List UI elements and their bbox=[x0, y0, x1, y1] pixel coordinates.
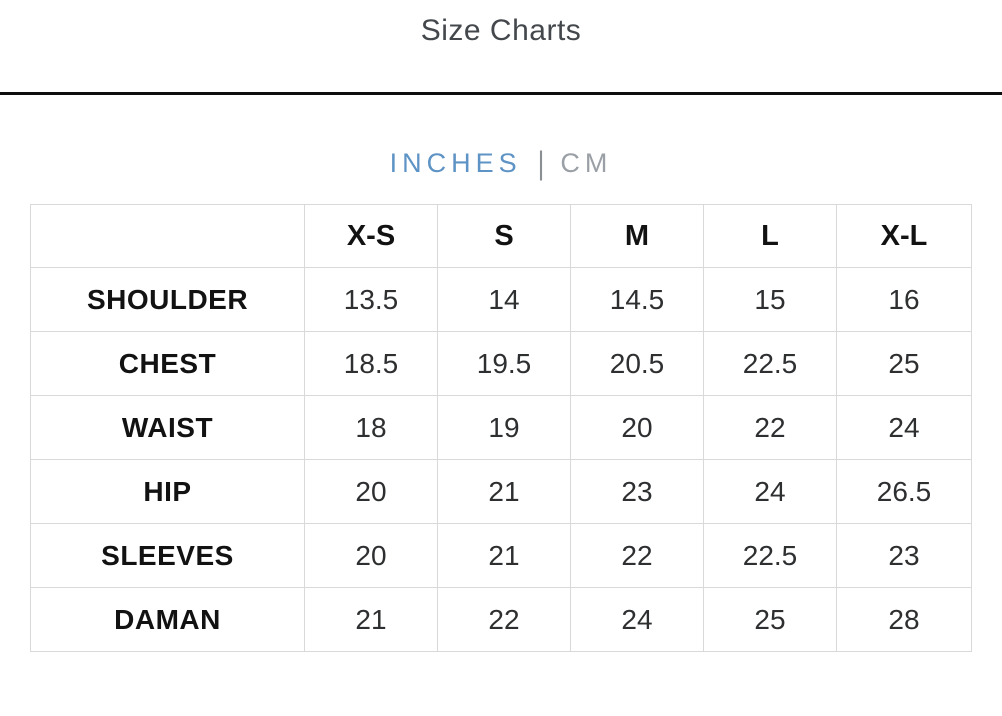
size-value-cell: 18 bbox=[304, 395, 438, 460]
size-value-cell: 23 bbox=[836, 523, 972, 588]
size-value-cell: 22 bbox=[570, 523, 704, 588]
size-value-cell: 22.5 bbox=[703, 523, 837, 588]
column-header: S bbox=[437, 204, 571, 268]
page-title: Size Charts bbox=[420, 14, 582, 47]
table-row: DAMAN 21 22 24 25 28 bbox=[30, 587, 972, 652]
header-row: X-S S M L X-L bbox=[30, 204, 972, 268]
size-value-cell: 24 bbox=[570, 587, 704, 652]
row-label: DAMAN bbox=[30, 587, 305, 652]
table-row: CHEST 18.5 19.5 20.5 22.5 25 bbox=[30, 331, 972, 396]
column-header: L bbox=[703, 204, 837, 268]
unit-toggle: INCHES | CM bbox=[0, 142, 1002, 184]
size-value-cell: 25 bbox=[836, 331, 972, 396]
size-value-cell: 20 bbox=[570, 395, 704, 460]
size-value-cell: 13.5 bbox=[304, 267, 438, 332]
row-label: SLEEVES bbox=[30, 523, 305, 588]
row-label: WAIST bbox=[30, 395, 305, 460]
row-label: SHOULDER bbox=[30, 267, 305, 332]
header-divider bbox=[0, 92, 1002, 95]
size-table-body: SHOULDER 13.5 14 14.5 15 16 CHEST 18.5 19.5 20.5 2… bbox=[30, 267, 972, 652]
size-value-cell: 19.5 bbox=[437, 331, 571, 396]
size-value-cell: 28 bbox=[836, 587, 972, 652]
unit-option-inches[interactable]: INCHES bbox=[389, 147, 522, 178]
size-value-cell: 21 bbox=[437, 523, 571, 588]
size-value-cell: 22 bbox=[703, 395, 837, 460]
size-chart-table: X-S S M L X-L SHOULDER 13.5 14 14.5 15 16 CHEST 18.… bbox=[30, 204, 972, 652]
corner-header-cell bbox=[30, 204, 305, 268]
row-label: HIP bbox=[30, 459, 305, 524]
unit-separator: | bbox=[537, 143, 545, 182]
size-value-cell: 21 bbox=[437, 459, 571, 524]
size-value-cell: 19 bbox=[437, 395, 571, 460]
column-header: X-L bbox=[836, 204, 972, 268]
size-table-header: X-S S M L X-L bbox=[30, 204, 972, 268]
table-row: HIP 20 21 23 24 26.5 bbox=[30, 459, 972, 524]
table-row: SLEEVES 20 21 22 22.5 23 bbox=[30, 523, 972, 588]
size-value-cell: 14.5 bbox=[570, 267, 704, 332]
column-header: M bbox=[570, 204, 704, 268]
size-value-cell: 25 bbox=[703, 587, 837, 652]
size-value-cell: 20 bbox=[304, 459, 438, 524]
row-label: CHEST bbox=[30, 331, 305, 396]
size-value-cell: 26.5 bbox=[836, 459, 972, 524]
column-header: X-S bbox=[304, 204, 438, 268]
size-value-cell: 20 bbox=[304, 523, 438, 588]
size-value-cell: 14 bbox=[437, 267, 571, 332]
size-value-cell: 22 bbox=[437, 587, 571, 652]
size-chart-table-container: X-S S M L X-L SHOULDER 13.5 14 14.5 15 16 CHEST 18.… bbox=[30, 204, 972, 652]
size-value-cell: 23 bbox=[570, 459, 704, 524]
size-value-cell: 15 bbox=[703, 267, 837, 332]
size-value-cell: 22.5 bbox=[703, 331, 837, 396]
size-value-cell: 24 bbox=[703, 459, 837, 524]
table-row: SHOULDER 13.5 14 14.5 15 16 bbox=[30, 267, 972, 332]
table-row: WAIST 18 19 20 22 24 bbox=[30, 395, 972, 460]
size-value-cell: 16 bbox=[836, 267, 972, 332]
size-value-cell: 20.5 bbox=[570, 331, 704, 396]
size-value-cell: 18.5 bbox=[304, 331, 438, 396]
unit-option-cm[interactable]: CM bbox=[560, 147, 613, 178]
size-value-cell: 21 bbox=[304, 587, 438, 652]
size-value-cell: 24 bbox=[836, 395, 972, 460]
